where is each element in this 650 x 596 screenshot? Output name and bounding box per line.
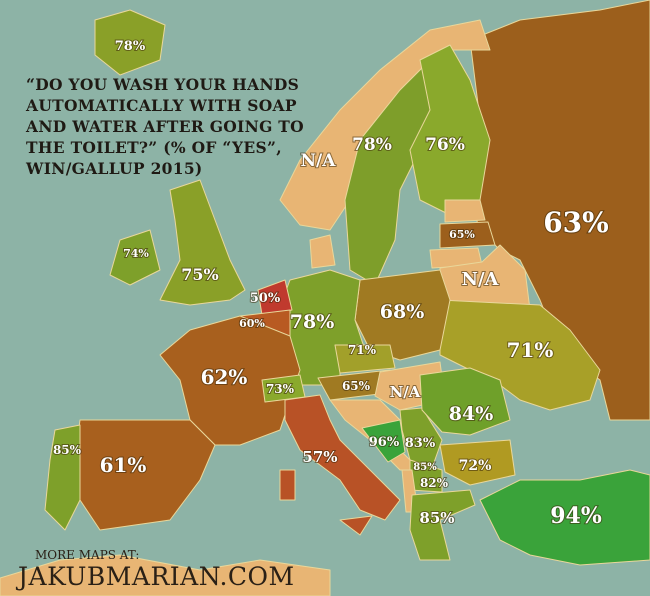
uk-region xyxy=(159,179,246,306)
bulgaria-region xyxy=(439,439,516,486)
label-bulgaria: 72% xyxy=(459,458,492,474)
bosnia-region xyxy=(361,419,406,463)
label-iceland: 78% xyxy=(115,39,146,54)
label-greece: 85% xyxy=(419,509,454,527)
sicily-region xyxy=(339,515,373,536)
france-region xyxy=(159,315,301,446)
denmark-region xyxy=(309,234,336,269)
iceland-region xyxy=(94,9,166,76)
ireland-region xyxy=(109,229,161,286)
greece-region xyxy=(409,489,476,561)
label-germany: 78% xyxy=(290,311,335,333)
estonia-region xyxy=(444,199,486,223)
label-poland: 68% xyxy=(380,301,425,323)
label-finland: 76% xyxy=(425,135,465,155)
label-montenegro: 85% xyxy=(413,462,437,473)
label-macedonia: 82% xyxy=(420,476,449,490)
more-maps-label: More maps at: xyxy=(35,548,140,562)
turkey-region xyxy=(479,469,650,566)
portugal-region xyxy=(44,424,81,531)
norway-region xyxy=(279,19,491,231)
label-belarus: N/A xyxy=(462,269,500,290)
label-bosnia: 96% xyxy=(369,435,400,450)
italy-region xyxy=(284,394,401,521)
label-norway: N/A xyxy=(301,151,337,171)
czechia-region xyxy=(334,344,396,374)
label-latvia: 65% xyxy=(449,228,475,241)
sardinia-region xyxy=(279,469,296,501)
label-belgium: 60% xyxy=(239,317,265,330)
label-portugal: 85% xyxy=(53,443,82,457)
label-romania: 84% xyxy=(449,403,494,425)
label-ireland: 74% xyxy=(123,247,149,260)
label-turkey: 94% xyxy=(550,503,602,529)
label-sweden: 78% xyxy=(352,135,392,155)
value-labels: 78% N/A 78% 76% 63% 65% N/A 74% 75% 50% … xyxy=(52,38,610,530)
latvia-region xyxy=(439,221,496,249)
label-ukraine: 71% xyxy=(507,338,554,362)
north-africa-region xyxy=(0,554,331,596)
label-serbia: 83% xyxy=(405,436,436,451)
poland-region xyxy=(354,269,451,361)
label-france: 62% xyxy=(201,365,248,389)
label-switzerland: 73% xyxy=(266,382,295,396)
map-title: “Do you wash your hands automatically wi… xyxy=(26,75,304,178)
label-netherlands: 50% xyxy=(250,291,281,306)
romania-region xyxy=(419,367,511,436)
label-italy: 57% xyxy=(302,448,337,466)
label-czechia: 71% xyxy=(348,343,377,357)
label-austria: 65% xyxy=(342,379,371,393)
label-spain: 61% xyxy=(100,453,147,477)
label-russia: 63% xyxy=(543,206,609,239)
site-link[interactable]: JAKUBMARIAN.COM xyxy=(18,562,295,591)
ukraine-region xyxy=(439,299,601,411)
label-hungary: N/A xyxy=(390,383,421,401)
netherlands-region xyxy=(257,279,293,316)
label-uk: 75% xyxy=(181,265,218,284)
